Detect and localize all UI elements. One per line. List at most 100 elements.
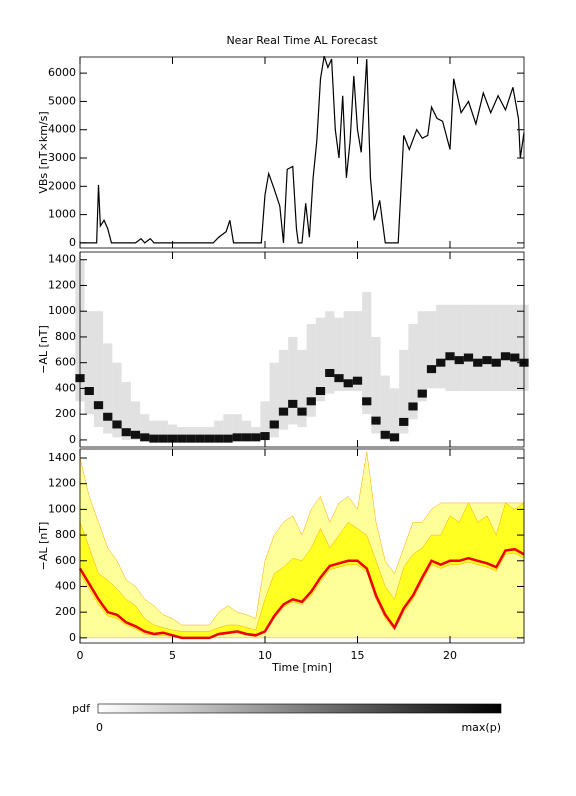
mode-cell xyxy=(149,434,159,443)
colorbar-max: max(p) xyxy=(461,721,501,734)
spread-cell xyxy=(140,414,150,440)
spread-cell xyxy=(315,317,326,402)
spread-cell xyxy=(84,311,94,415)
spread-cell xyxy=(158,420,168,440)
spread-cell xyxy=(463,304,474,392)
spread-cell xyxy=(334,317,344,392)
y-tick-label: 800 xyxy=(55,330,76,343)
mode-cell xyxy=(84,387,94,396)
spread-cell xyxy=(149,420,159,440)
y-tick-label: 1000 xyxy=(48,208,76,221)
colorbar xyxy=(97,703,502,714)
spread-cell xyxy=(195,427,205,440)
y-axis-label: −AL [nT] xyxy=(37,522,50,571)
y-tick-label: 1400 xyxy=(48,253,76,266)
mode-cell xyxy=(315,387,326,396)
mode-cell xyxy=(103,412,113,421)
spread-cell xyxy=(214,420,224,440)
mode-cell xyxy=(306,397,316,406)
mode-cell xyxy=(241,433,252,442)
spread-cell xyxy=(454,304,464,392)
mode-cell xyxy=(408,402,418,411)
spread-cell xyxy=(103,343,113,434)
spread-cell xyxy=(121,382,131,440)
spread-cell xyxy=(288,336,298,425)
mode-cell xyxy=(417,389,427,398)
y-tick-label: 1400 xyxy=(48,451,76,464)
mode-cell xyxy=(463,353,474,362)
mode-cell xyxy=(186,434,196,443)
mode-cell xyxy=(510,353,520,362)
mode-cell xyxy=(325,368,335,377)
y-tick-label: 0 xyxy=(69,236,76,249)
mode-cell xyxy=(130,430,141,439)
x-axis-label: Time [min] xyxy=(271,661,332,674)
mode-cell xyxy=(167,434,178,443)
spread-cell xyxy=(362,291,372,415)
y-tick-label: 1200 xyxy=(48,477,76,490)
spread-cell xyxy=(260,401,270,440)
colorbar-min: 0 xyxy=(96,721,103,734)
vbs-line xyxy=(80,55,525,244)
spread-cell xyxy=(93,311,104,428)
mode-cell xyxy=(491,358,501,367)
mode-cell xyxy=(112,420,122,429)
spread-cell xyxy=(436,304,446,389)
spread-cell xyxy=(130,401,141,440)
mode-cell xyxy=(343,379,353,388)
spread-cell xyxy=(297,349,307,428)
x-tick-label: 5 xyxy=(169,649,176,662)
mode-cell xyxy=(454,356,464,365)
spread-cell xyxy=(417,311,427,402)
mode-cell xyxy=(371,416,381,425)
plot-frame xyxy=(79,56,525,249)
spread-cell xyxy=(223,414,233,440)
mode-cell xyxy=(251,433,261,442)
plot-frame xyxy=(79,448,525,644)
spread-cell xyxy=(177,427,187,440)
y-tick-label: 0 xyxy=(69,631,76,644)
x-tick-label: 10 xyxy=(258,649,272,662)
mode-cell xyxy=(158,434,168,443)
mode-cell xyxy=(426,365,437,374)
colorbar-label: pdf xyxy=(72,702,91,715)
y-tick-label: 6000 xyxy=(48,66,76,79)
x-tick-label: 15 xyxy=(351,649,365,662)
spread-cell xyxy=(343,311,353,392)
y-tick-label: 200 xyxy=(55,605,76,618)
spread-cell xyxy=(389,388,400,440)
mode-cell xyxy=(445,352,455,361)
y-tick-label: 1000 xyxy=(48,304,76,317)
forecast-line xyxy=(78,547,525,640)
spread-cell xyxy=(278,349,289,430)
y-tick-label: 400 xyxy=(55,381,76,394)
x-tick-label: 0 xyxy=(77,649,84,662)
mode-cell xyxy=(214,434,224,443)
mode-cell xyxy=(93,401,104,410)
spread-cell xyxy=(352,311,363,392)
y-tick-label: 2000 xyxy=(48,179,76,192)
mode-cell xyxy=(352,376,363,385)
spread-cell xyxy=(380,375,390,440)
mode-cell xyxy=(436,358,446,367)
spread-cell xyxy=(491,304,501,392)
mode-cell xyxy=(121,428,131,437)
mode-cell xyxy=(232,433,242,442)
y-tick-label: 800 xyxy=(55,528,76,541)
mode-cell xyxy=(380,430,390,439)
spread-cell xyxy=(371,336,381,434)
spread-cell xyxy=(325,311,335,394)
spread-cell xyxy=(399,349,409,434)
mode-cell xyxy=(334,374,344,383)
spread-cell xyxy=(445,304,455,392)
spread-cell xyxy=(426,311,437,389)
mode-cell xyxy=(473,358,483,367)
spread-cell xyxy=(408,324,418,420)
spread-cell xyxy=(473,304,483,392)
y-tick-label: 4000 xyxy=(48,123,76,136)
spread-cell xyxy=(204,427,215,440)
spread-cell xyxy=(269,362,279,438)
y-axis-label: VBs [nT×km/s] xyxy=(37,111,50,193)
y-tick-label: 600 xyxy=(55,356,76,369)
